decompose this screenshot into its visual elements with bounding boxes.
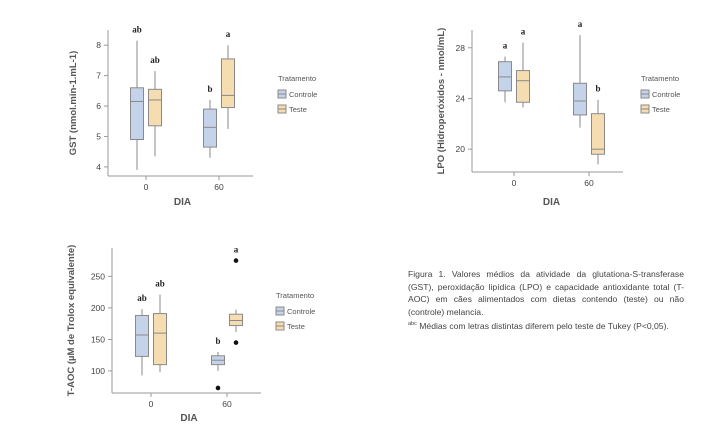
legend-label-controle: Controle: [652, 90, 680, 99]
outlier-point: [215, 385, 221, 391]
y-tick-label: 100: [91, 366, 105, 376]
x-tick-label: 60: [584, 178, 594, 188]
outlier-point: [233, 258, 239, 263]
legend-label-teste: Teste: [289, 105, 307, 114]
y-tick-label: 8: [96, 40, 101, 50]
box-iqr: [153, 313, 167, 366]
legend-title: Tratamento: [641, 74, 679, 83]
figure-caption: Figura 1. Valores médios da atividade da…: [408, 268, 684, 333]
x-tick-label: 0: [144, 182, 149, 192]
chart-gst: 4 5 6 7 8 0 60 DIA GST (nmol.min-1.mL-1) ab b ab a Tr…: [68, 25, 317, 208]
box-teste-60: a: [229, 245, 243, 345]
box-iqr: [203, 108, 217, 148]
box-controle-0: ab: [130, 25, 144, 170]
box-teste-60: a: [221, 29, 235, 129]
y-tick-label: 200: [91, 303, 105, 313]
x-tick-label: 60: [214, 182, 224, 192]
legend: Tratamento Controle Teste: [275, 291, 315, 331]
y-tick-label: 6: [96, 101, 101, 111]
x-tick-label: 0: [149, 399, 154, 409]
box-iqr: [135, 314, 149, 357]
caption-note: abc Médias com letras distintas diferem …: [408, 318, 684, 332]
box-controle-60: a: [573, 19, 587, 128]
y-tick-label: 250: [91, 271, 105, 281]
significance-letter: a: [521, 27, 526, 37]
y-tick-label: 150: [91, 334, 105, 344]
significance-letter: ab: [150, 55, 160, 65]
legend-title: Tratamento: [278, 74, 316, 83]
box-iqr: [573, 82, 587, 116]
legend-label-teste: Teste: [652, 105, 670, 114]
box-iqr: [130, 87, 144, 140]
box-iqr: [591, 113, 605, 155]
y-tick-label: 7: [96, 71, 101, 81]
box-teste-0: a: [516, 27, 530, 108]
chart-taoc: 100 150 200 250 0 60 DIA T-AOC (µM de Trolox eq…: [66, 245, 315, 424]
x-tick-label: 60: [222, 399, 232, 409]
caption-note-text: Médias com letras distintas diferem pelo…: [416, 321, 669, 332]
box-teste-0: ab: [148, 55, 162, 157]
significance-letter: a: [226, 29, 231, 39]
box-iqr: [498, 61, 512, 92]
significance-letter: ab: [155, 279, 165, 289]
legend-label-controle: Controle: [289, 90, 317, 99]
x-axis-title: DIA: [174, 197, 191, 208]
box-teste-0: ab: [153, 279, 167, 373]
significance-letter: b: [595, 84, 600, 94]
y-tick-label: 4: [96, 162, 101, 172]
chart-lpo: 20 24 28 0 60 DIA LPO (Hidroperóxidos - nmol/m…: [436, 19, 680, 208]
box-controle-60: b: [203, 84, 217, 158]
significance-letter: a: [503, 41, 508, 51]
significance-letter: b: [215, 336, 220, 346]
legend: Tratamento Controle Teste: [277, 74, 317, 114]
caption-text: Figura 1. Valores médios da atividade da…: [408, 269, 684, 317]
y-tick-label: 24: [456, 93, 466, 103]
box-iqr: [229, 313, 243, 327]
x-tick-label: 0: [512, 178, 517, 188]
caption-note-superscript: abc: [408, 321, 417, 328]
significance-letter: ab: [132, 25, 142, 35]
box-controle-0: ab: [135, 293, 149, 376]
significance-letter: ab: [137, 293, 147, 303]
y-tick-label: 5: [96, 131, 101, 141]
box-controle-0: a: [498, 41, 512, 103]
x-axis-title: DIA: [543, 197, 560, 208]
y-tick-label: 28: [456, 43, 466, 53]
box-controle-60: b: [211, 336, 225, 391]
outlier-point: [233, 340, 239, 345]
y-axis-title: LPO (Hidroperóxidos - nmol/mL): [436, 28, 447, 175]
legend: Tratamento Controle Teste: [640, 74, 680, 114]
box-iqr: [516, 70, 530, 103]
y-axis-title: GST (nmol.min-1.mL-1): [68, 51, 79, 156]
legend-label-teste: Teste: [287, 322, 305, 331]
y-tick-label: 20: [456, 144, 466, 154]
box-teste-60: b: [591, 84, 605, 165]
y-axis-title: T-AOC (µM de Trolox equivalente): [66, 245, 77, 397]
significance-letter: a: [578, 19, 583, 29]
legend-label-controle: Controle: [287, 307, 315, 316]
significance-letter: b: [207, 84, 212, 94]
box-iqr: [148, 88, 162, 127]
box-iqr: [221, 58, 235, 109]
legend-title: Tratamento: [276, 291, 314, 300]
significance-letter: a: [234, 245, 239, 255]
x-axis-title: DIA: [180, 413, 197, 424]
